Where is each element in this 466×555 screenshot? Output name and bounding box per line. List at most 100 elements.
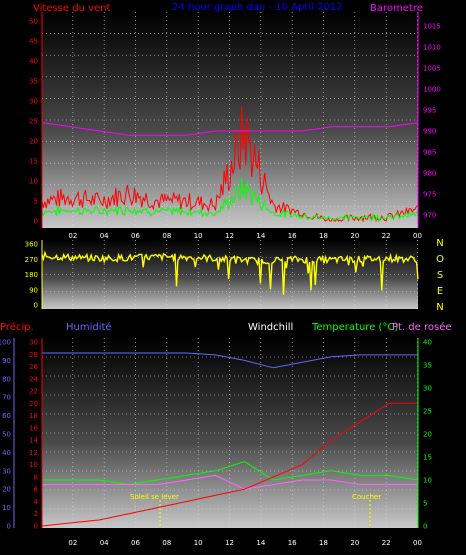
axis-tick-label: 50: [2, 431, 11, 439]
axis-tick-label: 30: [29, 98, 38, 106]
axis-tick-label: 25: [423, 408, 432, 416]
axis-tick-label: 970: [423, 212, 436, 220]
wind-speed-label: Vitesse du vent: [33, 3, 110, 14]
axis-tick-label: 30: [423, 385, 432, 393]
x-tick-label: 02: [68, 232, 77, 240]
wind-speed-series: [41, 106, 419, 223]
axis-tick-label: 8: [34, 473, 38, 481]
x-tick-label: 14: [256, 232, 265, 240]
direction-panel-series: [41, 250, 419, 295]
precip-label: Précip.: [0, 321, 34, 333]
axis-tick-label: 0: [34, 523, 38, 531]
axis-tick-label: 90: [2, 357, 11, 365]
direction-panel-grid: [42, 240, 418, 309]
x-tick-label: 22: [382, 232, 391, 240]
x-tick-label: 22: [382, 539, 391, 547]
x-tick-label: 06: [131, 539, 140, 547]
pressure-right-tick-labels: 970 975 980 985 990 995 1000 1005 1010 1015: [423, 23, 441, 220]
axis-tick-label: 45: [29, 38, 38, 46]
axis-tick-label: 180: [25, 271, 38, 279]
axis-tick-label: 30: [29, 339, 38, 347]
x-tick-label: 18: [319, 539, 328, 547]
barometer-label: Barometre: [370, 3, 423, 14]
axis-tick-label: 1010: [423, 44, 441, 52]
axis-tick-label: 90: [29, 286, 38, 294]
humidity-label: Humidité: [66, 321, 112, 333]
wind-gust-series: [41, 177, 419, 223]
axis-tick-label: 6: [34, 486, 39, 494]
axis-tick-label: 0: [34, 218, 38, 226]
axis-tick-label: 26: [29, 363, 38, 371]
x-tick-label: 10: [194, 539, 203, 547]
axis-tick-label: 24: [29, 375, 38, 383]
axis-tick-label: 10: [29, 461, 38, 469]
x-tick-label: 08: [162, 232, 171, 240]
axis-tick-label: 20: [423, 431, 432, 439]
axis-tick-label: 60: [2, 412, 11, 420]
axis-tick-label: 35: [29, 78, 38, 86]
direction-tick-labels: 0 90 180 270 360: [25, 241, 38, 310]
axis-tick-label: 1015: [423, 23, 441, 31]
x-tick-label: 02: [68, 539, 77, 547]
graph-title: 24 hour graph dan - 10 April 2012: [172, 2, 343, 13]
x-tick-label: 12: [225, 539, 234, 547]
axis-tick-label: 100: [0, 339, 11, 347]
x-tick-label: 14: [256, 539, 265, 547]
axis-tick-label: 40: [423, 339, 432, 347]
temperature-panel-grid: [42, 338, 418, 528]
x-tick-label: 00: [413, 539, 422, 547]
axis-tick-label: 10: [29, 178, 38, 186]
axis-tick-label: 14: [29, 437, 38, 445]
sunrise-label: Soleil se lever: [130, 493, 179, 501]
axis-tick-label: 10: [423, 477, 432, 485]
x-tick-label: 10: [194, 232, 203, 240]
temperature-x-tick-labels: 02 04 06 08 10 12 14 16 18 20 22 00: [68, 539, 422, 547]
x-tick-label: 16: [288, 232, 297, 240]
axis-tick-label: 0: [7, 523, 11, 531]
axis-tick-label: 5: [34, 198, 38, 206]
axis-tick-label: 975: [423, 191, 436, 199]
axis-tick-label: 980: [423, 170, 436, 178]
axis-tick-label: 70: [2, 394, 11, 402]
axis-tick-label: 15: [29, 158, 38, 166]
x-tick-label: 20: [350, 539, 359, 547]
axis-tick-label: 25: [29, 118, 38, 126]
x-tick-label: 20: [350, 232, 359, 240]
axis-tick-label: 28: [29, 351, 38, 359]
axis-tick-label: 30: [2, 467, 11, 475]
axis-tick-label: 2: [34, 510, 38, 518]
axis-tick-label: 12: [29, 449, 38, 457]
dewpoint-series: [42, 474, 418, 490]
axis-tick-label: 18: [29, 412, 38, 420]
wind-left-tick-labels: 0 5 10 15 20 25 30 35 40 45 50: [29, 18, 38, 226]
axis-tick-label: 4: [34, 498, 39, 506]
axis-tick-label: 80: [2, 375, 11, 383]
axis-tick-label: 995: [423, 107, 436, 115]
axis-tick-label: 10: [2, 504, 11, 512]
axis-tick-label: 40: [2, 449, 11, 457]
axis-tick-label: 270: [25, 256, 38, 264]
compass-letter: S: [437, 270, 443, 281]
axis-tick-label: 50: [29, 18, 38, 26]
wind-panel-series: [41, 106, 419, 223]
axis-tick-label: 990: [423, 128, 436, 136]
axis-tick-label: 20: [29, 138, 38, 146]
compass-letter: O: [436, 254, 444, 265]
axis-tick-label: 5: [423, 500, 427, 508]
axis-tick-label: 1000: [423, 86, 441, 94]
pressure-series: [41, 122, 419, 136]
sunset-label: Coucher: [352, 493, 381, 501]
axis-tick-label: 1005: [423, 65, 441, 73]
x-tick-label: 08: [162, 539, 171, 547]
x-tick-label: 06: [131, 232, 140, 240]
wind-direction-series: [41, 250, 419, 295]
x-tick-label: 16: [288, 539, 297, 547]
temperature-series: [42, 461, 419, 486]
rain-series: [41, 402, 418, 527]
x-tick-label: 04: [100, 232, 109, 240]
x-tick-label: 12: [225, 232, 234, 240]
